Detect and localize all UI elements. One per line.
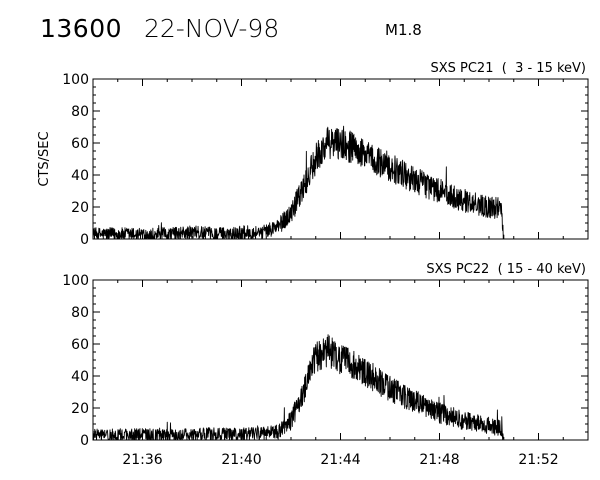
event-id: 13600 [40, 14, 123, 43]
y-axis-label: CTS/SEC [37, 131, 52, 186]
y-tick-label: 60 [71, 337, 89, 353]
plot-frame-2 [92, 279, 589, 441]
panel-title-2: SXS PC22 ( 15 - 40 keV) [426, 262, 586, 277]
y-tick-label: 20 [71, 401, 89, 417]
y-tick-label: 0 [80, 232, 89, 248]
panel-title-1: SXS PC21 ( 3 - 15 keV) [430, 61, 586, 76]
y-tick-label: 60 [71, 136, 89, 152]
lightcurve-series-2 [92, 334, 505, 441]
x-tick-label: 21:48 [419, 452, 459, 468]
flare-class: M1.8 [385, 21, 422, 39]
plot-frame-1 [92, 78, 589, 240]
y-tick-label: 40 [71, 369, 89, 385]
event-date: 22-NOV-98 [144, 14, 280, 43]
y-tick-label: 80 [71, 305, 89, 321]
y-tick-label: 100 [62, 273, 89, 289]
x-tick-label: 21:40 [221, 452, 261, 468]
y-tick-label: 100 [62, 72, 89, 88]
lightcurve-series-1 [92, 125, 505, 240]
y-tick-label: 80 [71, 104, 89, 120]
y-tick-label: 0 [80, 433, 89, 449]
x-tick-label: 21:52 [518, 452, 558, 468]
y-tick-label: 40 [71, 168, 89, 184]
x-tick-label: 21:36 [122, 452, 162, 468]
header: 13600 22-NOV-98 M1.8 [40, 14, 600, 54]
x-tick-label: 21:44 [320, 452, 360, 468]
y-tick-label: 20 [71, 200, 89, 216]
